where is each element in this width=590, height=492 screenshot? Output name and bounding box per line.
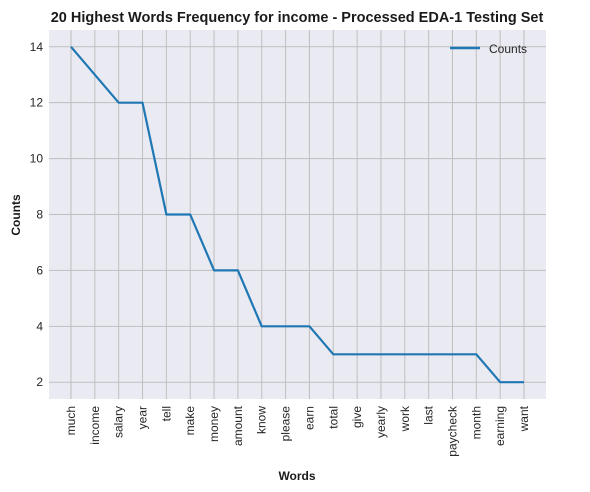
y-tick-label-12: 12 [30, 96, 44, 110]
x-tick-label-work: work [398, 405, 412, 432]
x-tick-label-give: give [350, 406, 364, 428]
x-tick-label-tell: tell [159, 406, 173, 421]
y-tick-label-8: 8 [36, 208, 43, 222]
x-tick-label-know: know [255, 406, 269, 434]
x-axis-ticks: much income salary year tell make money amount k… [64, 405, 531, 457]
x-tick-label-much: much [64, 406, 78, 435]
x-tick-label-earning: earning [493, 406, 507, 446]
y-tick-label-14: 14 [30, 40, 44, 54]
x-tick-label-last: last [422, 405, 436, 424]
y-tick-label-10: 10 [30, 152, 44, 166]
x-tick-label-income: income [88, 406, 102, 445]
x-tick-label-amount: amount [231, 405, 245, 446]
x-tick-label-salary: salary [112, 406, 126, 438]
x-tick-label-earn: earn [302, 406, 316, 430]
x-tick-label-want: want [517, 405, 531, 432]
x-tick-label-please: please [279, 406, 293, 442]
x-tick-label-make: make [183, 406, 197, 436]
y-tick-label-4: 4 [36, 319, 43, 333]
y-tick-label-2: 2 [36, 375, 43, 389]
chart-title: 20 Highest Words Frequency for income - … [51, 10, 544, 26]
x-tick-label-money: money [207, 406, 221, 442]
x-tick-label-total: total [326, 406, 340, 429]
legend-label-counts: Counts [489, 42, 527, 56]
y-axis-label: Counts [9, 194, 23, 236]
y-axis-ticks: 2 4 6 8 10 12 14 [30, 40, 44, 389]
x-tick-label-month: month [469, 406, 483, 439]
x-tick-label-year: year [136, 406, 150, 429]
y-tick-label-6: 6 [36, 263, 43, 277]
x-tick-label-yearly: yearly [374, 406, 388, 438]
x-tick-label-paycheck: paycheck [445, 405, 459, 457]
x-axis-label: Words [278, 469, 315, 483]
